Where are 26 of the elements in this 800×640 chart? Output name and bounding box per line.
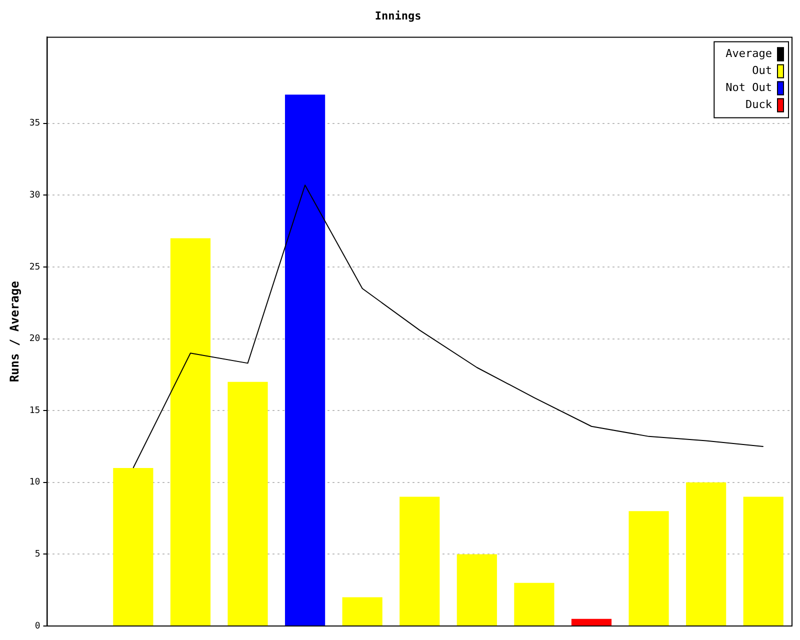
y-tick-label: 30 bbox=[29, 190, 40, 201]
y-tick-label: 0 bbox=[34, 621, 40, 632]
bar bbox=[113, 468, 154, 626]
y-tick-label: 25 bbox=[29, 262, 40, 272]
y-tick-label: 20 bbox=[29, 334, 40, 344]
y-tick-label: 10 bbox=[29, 478, 40, 488]
chart-title: Innings bbox=[374, 9, 422, 22]
bar bbox=[628, 511, 669, 626]
y-tick-label: 5 bbox=[34, 550, 40, 560]
legend-label: Duck bbox=[746, 98, 772, 112]
bar bbox=[456, 554, 497, 626]
y-tick-label: 35 bbox=[29, 118, 40, 129]
bar bbox=[342, 597, 382, 626]
legend-label: Average bbox=[726, 47, 772, 60]
bar bbox=[284, 94, 326, 626]
y-tick-label: 15 bbox=[29, 406, 40, 416]
bar bbox=[228, 382, 268, 626]
legend-label: Out bbox=[752, 64, 772, 78]
bar bbox=[514, 582, 554, 626]
y-axis-title: Runs / Average bbox=[7, 281, 22, 382]
bar bbox=[743, 496, 784, 626]
bar bbox=[400, 496, 440, 626]
legend-label: Not Out bbox=[726, 81, 772, 94]
bar bbox=[170, 238, 211, 626]
bar bbox=[571, 618, 612, 626]
bar bbox=[686, 482, 726, 626]
